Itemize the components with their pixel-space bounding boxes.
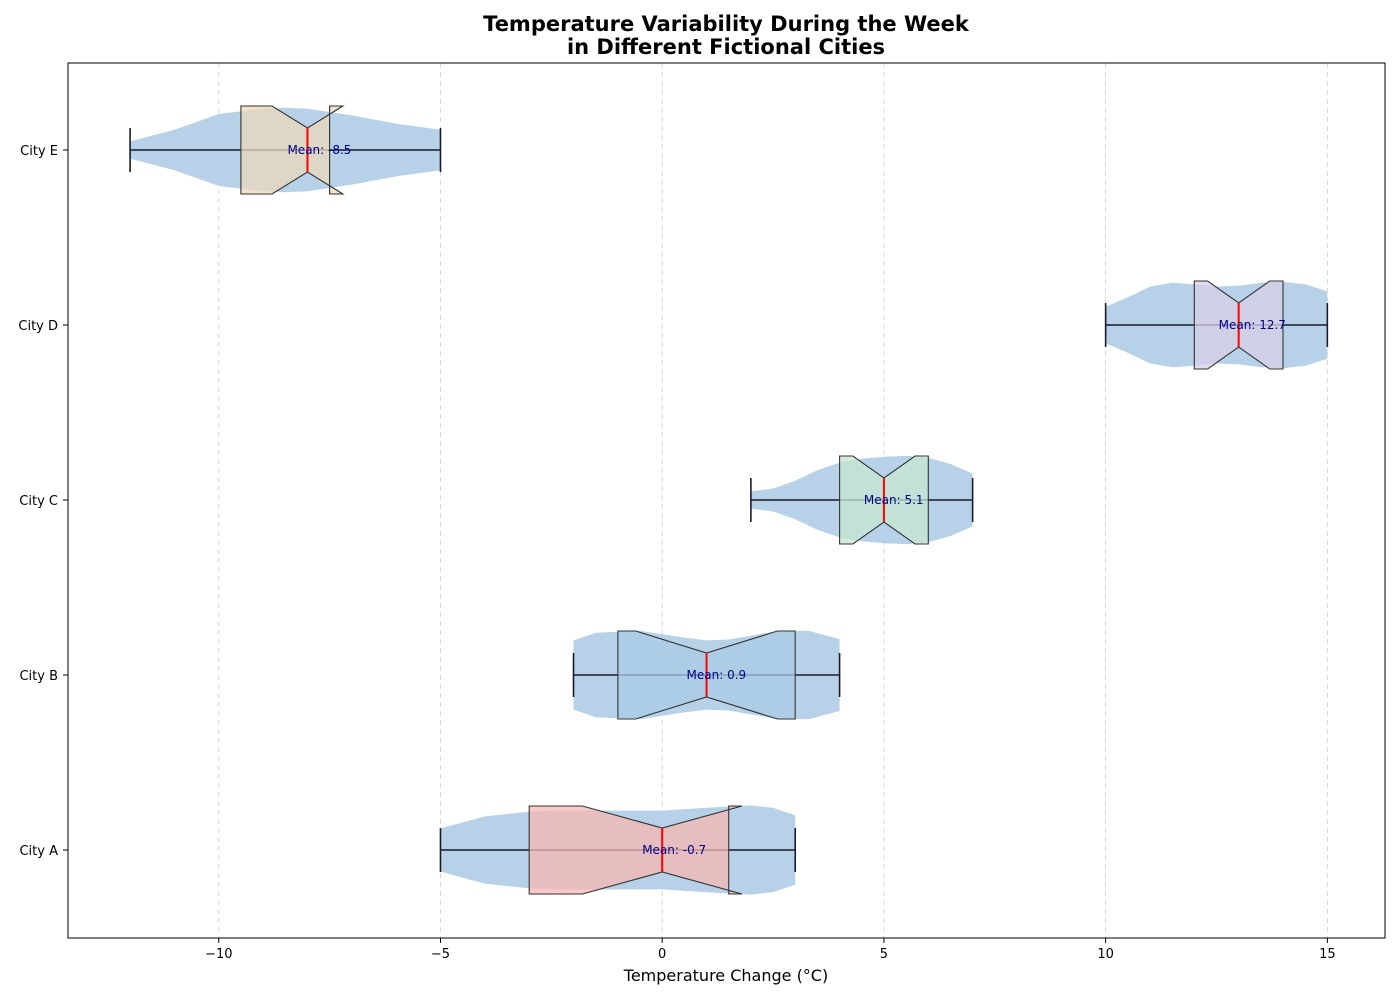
- mean-label: Mean: -0.7: [642, 843, 706, 857]
- x-axis-label: Temperature Change (°C): [623, 966, 828, 985]
- x-tick-label: 5: [880, 947, 888, 962]
- mean-labels: Mean: -0.7 Mean: 0.9 Mean: 5.1 Mean: 12.7 Me…: [287, 143, 1285, 857]
- mean-label: Mean: 0.9: [687, 668, 747, 682]
- axes: −10 −5 0 5 10 15 City A City B City C City D City …: [18, 144, 1335, 962]
- x-tick-label: 10: [1097, 947, 1114, 962]
- gridlines: [218, 63, 1328, 938]
- notched-box: [528, 805, 743, 895]
- notched-box: [240, 105, 345, 195]
- y-tick-label: City D: [18, 319, 58, 334]
- mean-label: Mean: -8.5: [287, 143, 351, 157]
- y-tick-label: City C: [19, 494, 58, 509]
- whiskers: [129, 128, 1329, 872]
- x-tick-label: −5: [431, 947, 450, 962]
- violins: [130, 107, 1328, 895]
- chart-title-line-2: in Different Fictional Cities: [567, 35, 885, 59]
- x-tick-label: −10: [205, 947, 232, 962]
- boxplots: [240, 105, 1284, 895]
- mean-label: Mean: 12.7: [1219, 318, 1286, 332]
- x-tick-label: 15: [1319, 947, 1336, 962]
- y-tick-label: City E: [20, 144, 58, 159]
- chart-title-line-1: Temperature Variability During the Week: [483, 12, 970, 36]
- y-tick-label: City A: [19, 844, 58, 859]
- x-tick-label: 0: [658, 947, 666, 962]
- mean-label: Mean: 5.1: [864, 493, 924, 507]
- y-tick-label: City B: [19, 669, 58, 684]
